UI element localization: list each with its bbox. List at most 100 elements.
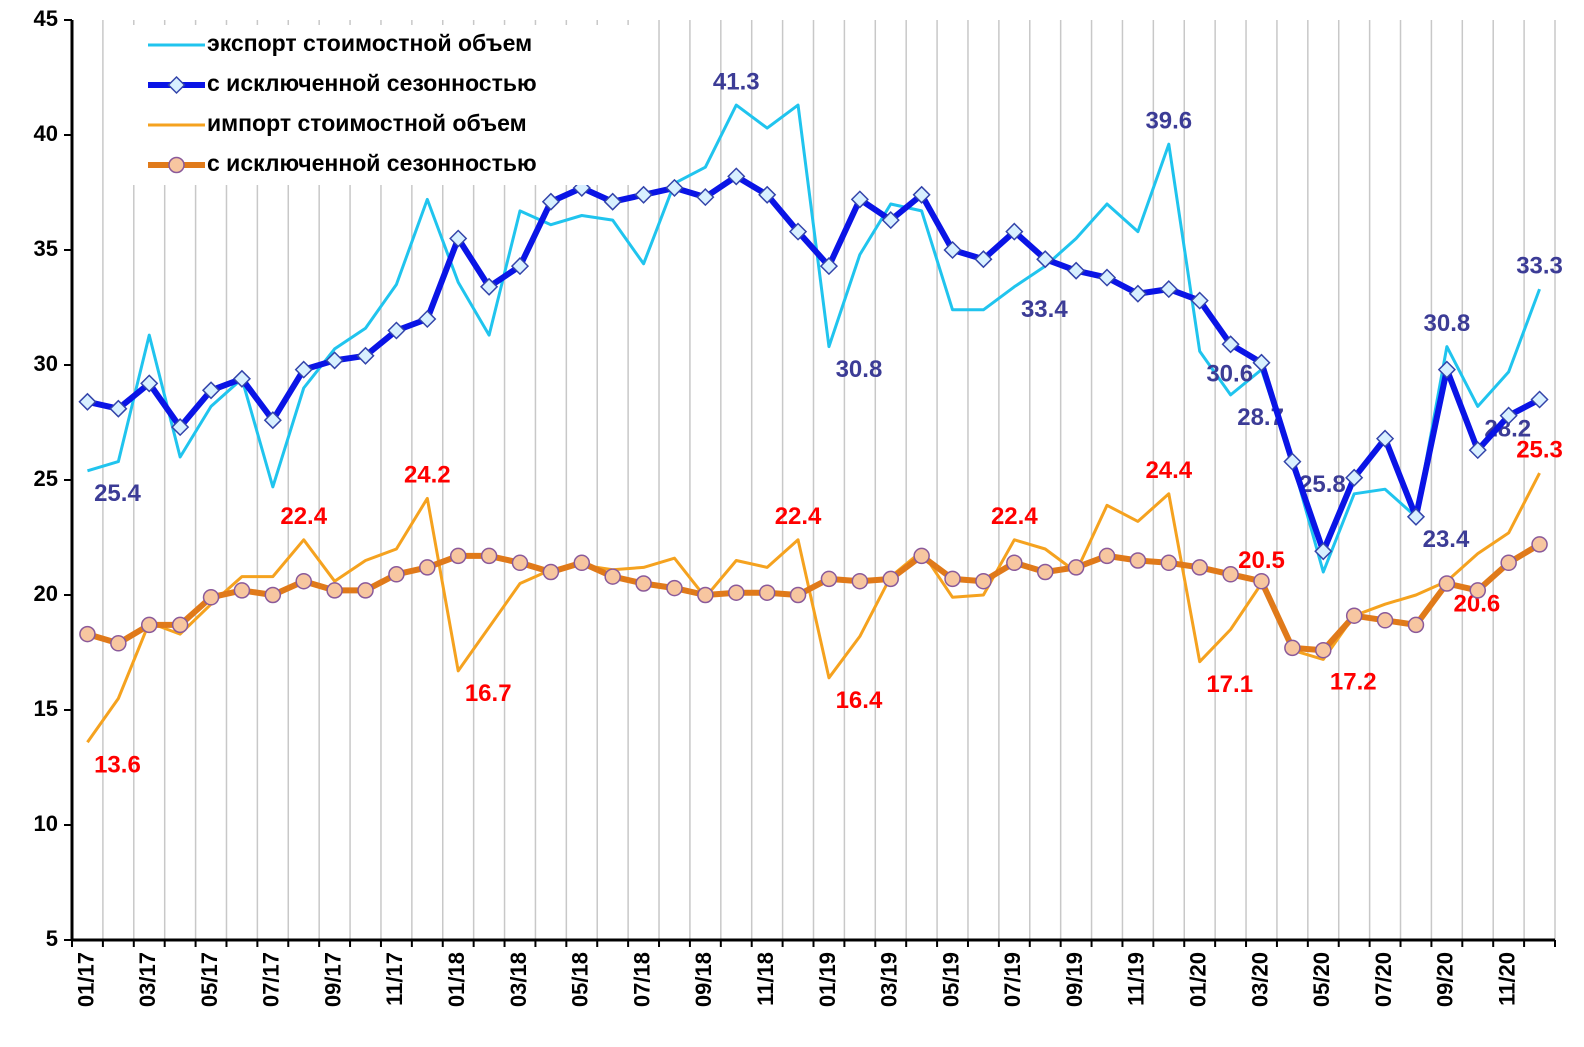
data-point: [510, 257, 530, 276]
data-point: [1407, 616, 1425, 634]
data-point: [1315, 641, 1332, 659]
data-point: [974, 250, 993, 269]
data-label: 30.6: [1206, 361, 1253, 388]
data-point: [1252, 353, 1271, 372]
data-point: [1376, 612, 1394, 629]
data-point: [788, 222, 808, 241]
x-tick-label: 03/19: [877, 952, 902, 1007]
legend-label: с исключенной сезонностью: [207, 150, 537, 176]
data-point: [1222, 566, 1239, 583]
data-point: [1437, 360, 1456, 379]
data-point: [851, 572, 869, 590]
x-tick-label: 07/17: [259, 952, 284, 1007]
y-tick-label: 25: [34, 466, 58, 491]
legend-label: экспорт стоимостной объем: [207, 30, 532, 56]
data-point: [449, 229, 468, 248]
data-point: [1221, 335, 1240, 354]
data-point: [233, 582, 251, 599]
data-point: [1067, 261, 1086, 280]
data-point: [1006, 554, 1023, 572]
data-label: 25.3: [1516, 436, 1563, 463]
data-point: [943, 240, 962, 260]
data-point: [1283, 452, 1302, 471]
legend-label: с исключенной сезонностью: [207, 70, 537, 96]
data-label: 24.4: [1145, 457, 1192, 484]
data-point: [666, 579, 683, 597]
data-point: [1097, 268, 1117, 287]
x-tick-label: 05/20: [1309, 952, 1334, 1007]
data-point: [882, 570, 899, 588]
data-label: 39.6: [1145, 108, 1192, 135]
x-tick-label: 05/19: [938, 952, 963, 1007]
y-tick-label: 35: [34, 236, 58, 261]
x-tick-label: 03/20: [1247, 952, 1272, 1007]
y-tick-label: 15: [34, 696, 58, 721]
data-point: [1160, 554, 1178, 572]
data-point: [603, 192, 622, 211]
x-tick-label: 01/19: [815, 952, 840, 1007]
data-point: [912, 185, 931, 204]
data-point: [294, 360, 313, 379]
x-tick-label: 09/20: [1433, 952, 1458, 1007]
data-point: [635, 575, 652, 592]
data-point: [665, 178, 684, 197]
data-point: [140, 616, 158, 634]
data-point: [325, 351, 344, 370]
data-point: [1469, 582, 1487, 599]
data-point: [449, 547, 467, 565]
data-point: [696, 188, 715, 207]
x-tick-label: 11/17: [382, 952, 407, 1006]
data-point: [1036, 563, 1054, 581]
data-label: 17.2: [1330, 669, 1377, 696]
x-tick-label: 07/18: [629, 952, 654, 1007]
x-tick-label: 11/19: [1124, 952, 1149, 1006]
x-tick-label: 09/19: [1062, 952, 1087, 1007]
x-tick-label: 07/20: [1371, 952, 1396, 1007]
x-tick-label: 05/18: [568, 952, 593, 1007]
x-tick-label: 11/18: [753, 952, 778, 1006]
data-point: [1098, 547, 1116, 565]
data-label: 22.4: [280, 503, 327, 530]
data-point: [1314, 542, 1333, 561]
data-point: [418, 309, 437, 329]
data-point: [542, 563, 560, 581]
y-tick-label: 30: [34, 351, 58, 376]
data-label: 22.4: [991, 503, 1038, 530]
x-tick-label: 11/20: [1494, 952, 1519, 1006]
data-label: 25.4: [94, 480, 141, 507]
data-point: [79, 625, 96, 643]
data-point: [697, 586, 714, 604]
y-tick-label: 20: [34, 581, 58, 606]
data-point: [171, 616, 189, 634]
data-point: [480, 277, 499, 296]
data-point: [263, 411, 282, 430]
data-point: [1530, 390, 1549, 409]
data-point: [1190, 291, 1209, 310]
data-point: [511, 554, 529, 572]
data-label: 13.6: [94, 752, 141, 779]
data-label: 33.3: [1516, 252, 1563, 279]
data-point: [1376, 429, 1395, 448]
data-label: 17.1: [1206, 671, 1253, 698]
data-point: [850, 190, 869, 209]
data-point: [110, 635, 127, 652]
data-point: [975, 572, 992, 590]
data-label: 16.4: [836, 687, 883, 714]
y-tick-label: 40: [34, 121, 58, 146]
data-point: [881, 211, 900, 230]
data-point: [140, 374, 159, 393]
data-point: [356, 346, 375, 365]
data-point: [789, 586, 807, 604]
data-label: 25.8: [1299, 471, 1346, 498]
data-point: [388, 566, 405, 583]
y-tick-label: 10: [34, 811, 58, 836]
data-point: [1253, 572, 1270, 590]
x-tick-label: 07/19: [1000, 952, 1025, 1007]
x-tick-label: 09/17: [320, 952, 345, 1007]
data-point: [232, 369, 251, 388]
legend-marker: [167, 75, 186, 95]
x-tick-label: 03/18: [506, 952, 531, 1007]
data-point: [1128, 284, 1147, 303]
data-point: [819, 257, 839, 276]
